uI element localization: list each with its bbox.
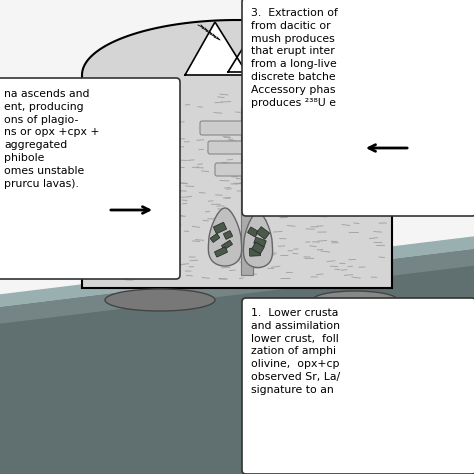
- FancyBboxPatch shape: [249, 248, 261, 256]
- FancyBboxPatch shape: [252, 242, 264, 254]
- FancyBboxPatch shape: [215, 247, 228, 257]
- Polygon shape: [185, 22, 248, 75]
- FancyBboxPatch shape: [215, 163, 279, 176]
- Text: na ascends and
ent, producing
ons of plagio-
ns or opx +cpx +
aggregated
phibole: na ascends and ent, producing ons of pla…: [4, 89, 100, 189]
- FancyBboxPatch shape: [213, 222, 227, 234]
- FancyBboxPatch shape: [223, 231, 233, 239]
- FancyBboxPatch shape: [210, 234, 220, 242]
- Text: 1.  Lower crusta
and assimilation
lower crust,  foll
zation of amphi
olivine,  o: 1. Lower crusta and assimilation lower c…: [251, 308, 340, 395]
- FancyBboxPatch shape: [256, 227, 270, 239]
- Polygon shape: [82, 20, 392, 288]
- Ellipse shape: [105, 289, 215, 311]
- FancyBboxPatch shape: [242, 0, 474, 216]
- Polygon shape: [0, 237, 474, 308]
- Polygon shape: [0, 250, 474, 474]
- Bar: [241, 108, 253, 275]
- Polygon shape: [244, 212, 273, 267]
- FancyBboxPatch shape: [221, 240, 232, 250]
- Polygon shape: [0, 0, 474, 300]
- Text: 3.  Extraction of
from dacitic or
mush produces
that erupt inter
from a long-liv: 3. Extraction of from dacitic or mush pr…: [251, 8, 338, 108]
- FancyBboxPatch shape: [247, 227, 258, 237]
- FancyBboxPatch shape: [254, 237, 266, 247]
- FancyBboxPatch shape: [200, 121, 294, 135]
- Polygon shape: [0, 250, 474, 323]
- Polygon shape: [209, 208, 242, 266]
- FancyBboxPatch shape: [0, 78, 180, 279]
- Polygon shape: [228, 12, 308, 72]
- FancyBboxPatch shape: [242, 298, 474, 474]
- Ellipse shape: [312, 291, 398, 309]
- FancyBboxPatch shape: [208, 141, 287, 154]
